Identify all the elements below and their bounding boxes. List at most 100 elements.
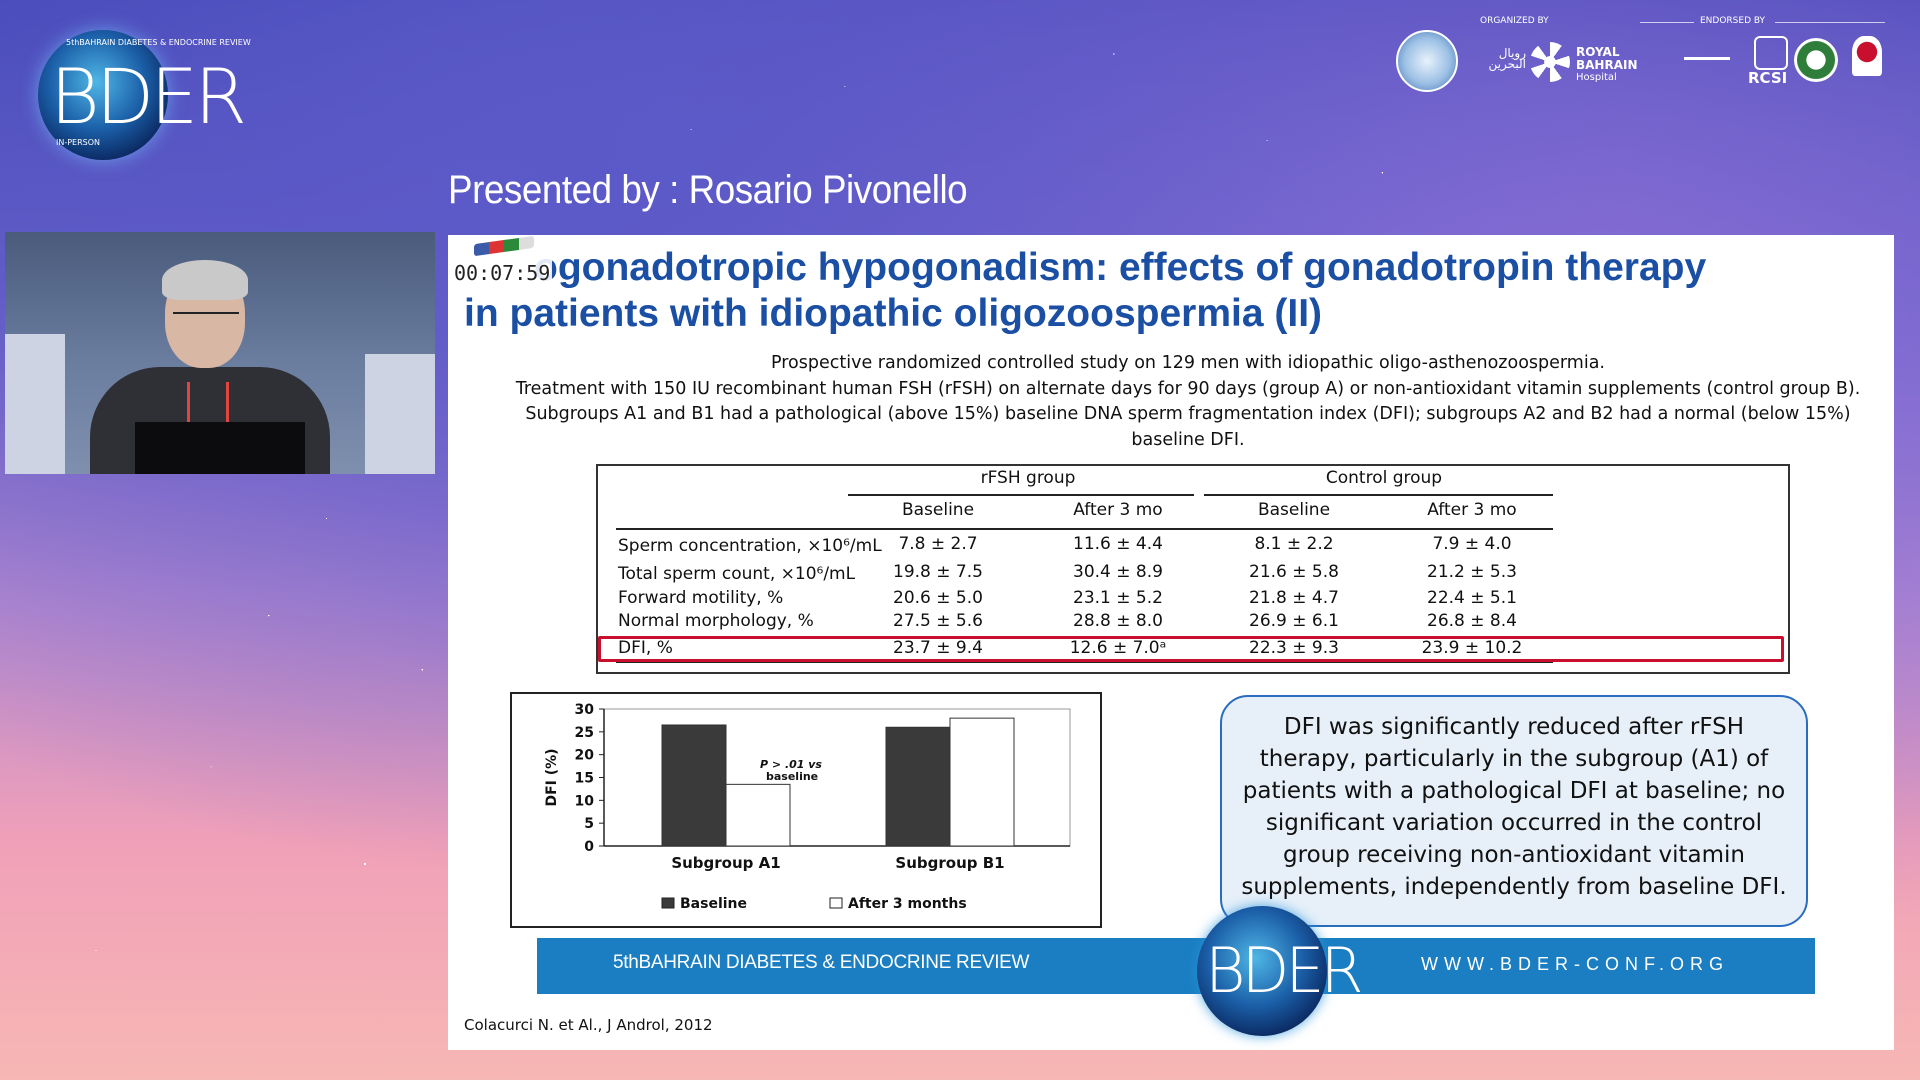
conclusion-callout: DFI was significantly reduced after rFSH… bbox=[1220, 695, 1808, 927]
presentation-slide: ogonadotropic hypogonadism: effects of g… bbox=[448, 235, 1894, 1050]
speaker-webcam-video[interactable] bbox=[5, 232, 435, 474]
chart-category-label: Subgroup A1 bbox=[671, 854, 780, 872]
table-cell: 12.6 ± 7.0ᵃ bbox=[1069, 638, 1167, 658]
logo-main-text: BDER bbox=[50, 52, 247, 141]
medical-seal-icon bbox=[1794, 38, 1838, 82]
rcsi-crest-icon bbox=[1754, 36, 1788, 70]
medical-society-icon bbox=[1852, 36, 1882, 76]
diabetes-society-icon bbox=[1684, 46, 1730, 74]
banner-website[interactable]: WWW.BDER-CONF.ORG bbox=[1421, 954, 1729, 974]
royal-bahrain-line3: Hospital bbox=[1576, 72, 1617, 83]
study-description: Prospective randomized controlled study … bbox=[488, 351, 1888, 453]
table-cell: 26.8 ± 8.4 bbox=[1427, 611, 1517, 631]
logo-bottom-text: IN-PERSON bbox=[56, 138, 101, 147]
speaker-glasses bbox=[173, 312, 239, 328]
table-row-label: Forward motility, % bbox=[618, 588, 784, 608]
organized-by-label: ORGANIZED BY bbox=[1480, 16, 1549, 26]
slide-title-line1: ogonadotropic hypogonadism: effects of g… bbox=[534, 246, 1707, 289]
chart-legend-swatch-baseline bbox=[661, 897, 675, 909]
table-cell: 21.6 ± 5.8 bbox=[1249, 562, 1339, 582]
table-cell: 7.9 ± 4.0 bbox=[1432, 534, 1512, 554]
chart-legend-label: Baseline bbox=[680, 896, 747, 912]
study-line: Treatment with 150 IU recombinant human … bbox=[515, 378, 1861, 399]
dfi-highlight-box bbox=[598, 636, 1784, 662]
logo-top-text: 5thBAHRAIN DIABETES & ENDOCRINE REVIEW bbox=[66, 38, 251, 47]
table-group-rfsh: rFSH group bbox=[980, 468, 1076, 488]
table-bottom-rule bbox=[616, 662, 1553, 663]
table-cell: 21.2 ± 5.3 bbox=[1427, 562, 1517, 582]
background-building-right bbox=[365, 354, 435, 474]
table-header-rule bbox=[616, 528, 1553, 530]
table-group-control-rule bbox=[1204, 494, 1553, 496]
rcsi-label: RCSI bbox=[1748, 69, 1788, 87]
presenter-title: Presented by : Rosario Pivonello bbox=[448, 168, 968, 212]
endorsed-by-label: ENDORSED BY bbox=[1700, 16, 1766, 26]
table-row-label: DFI, % bbox=[618, 638, 673, 658]
study-line: Prospective randomized controlled study … bbox=[771, 353, 1605, 373]
table-cell: 7.8 ± 2.7 bbox=[898, 534, 978, 554]
table-row-label: Total sperm count, ×10⁶/mL bbox=[618, 564, 856, 584]
chart-annotation-line1: P > .01 vs bbox=[760, 758, 822, 771]
table-row-label: Sperm concentration, ×10⁶/mL bbox=[618, 536, 882, 556]
chart-y-tick-label: 5 bbox=[584, 816, 594, 832]
chart-y-tick-label: 10 bbox=[575, 793, 595, 809]
endorsed-line-right bbox=[1775, 22, 1885, 23]
chart-svg: 0 5 10 15 20 25 30 DFI (%) Subgroup A1 Subgroup B… bbox=[544, 702, 1071, 912]
chart-bar-after-3-months bbox=[725, 783, 791, 847]
timer-flag-icon bbox=[474, 235, 534, 257]
sponsor-logos: ORGANIZED BY رويال البحرين ROYAL BAHRAIN… bbox=[1390, 16, 1900, 92]
bder-seal-icon bbox=[1396, 30, 1458, 92]
chart-y-axis-label: DFI (%) bbox=[544, 748, 560, 806]
table-group-rfsh-rule bbox=[848, 494, 1194, 496]
study-line: baseline DFI. bbox=[1131, 429, 1245, 450]
table-cell: 30.4 ± 8.9 bbox=[1073, 562, 1163, 582]
chart-y-tick-label: 25 bbox=[575, 725, 594, 741]
chart-y-tick-label: 15 bbox=[575, 771, 594, 787]
table-group-control: Control group bbox=[1325, 468, 1443, 488]
speaker-hair bbox=[162, 260, 248, 300]
royal-bahrain-line2: BAHRAIN bbox=[1576, 58, 1638, 72]
table-row-label: Normal morphology, % bbox=[618, 611, 814, 631]
chart-bar-baseline bbox=[885, 726, 951, 847]
table-cell: 23.1 ± 5.2 bbox=[1073, 588, 1163, 608]
chart-annotation-line2: baseline bbox=[766, 770, 818, 783]
timer-text: 00:07:59 bbox=[454, 261, 551, 285]
background-building-left bbox=[5, 334, 65, 474]
chart-category-label: Subgroup B1 bbox=[895, 854, 1004, 872]
banner-logo-text: BDER bbox=[1205, 934, 1364, 1007]
chart-legend-swatch-after bbox=[829, 897, 843, 909]
chart-legend-label: After 3 months bbox=[848, 896, 967, 912]
table-cell: 22.4 ± 5.1 bbox=[1427, 588, 1517, 608]
podium-laptop bbox=[135, 422, 305, 474]
table-col-header: Baseline bbox=[901, 500, 975, 520]
study-line: Subgroups A1 and B1 had a pathological (… bbox=[525, 404, 1851, 424]
table-cell: 8.1 ± 2.2 bbox=[1254, 534, 1334, 554]
table-cell: 22.3 ± 9.3 bbox=[1249, 638, 1339, 658]
chart-y-tick-label: 30 bbox=[575, 702, 595, 718]
slide-title: ogonadotropic hypogonadism: effects of g… bbox=[464, 245, 1884, 337]
royal-bahrain-line1: ROYAL bbox=[1576, 45, 1620, 59]
table-cell: 21.8 ± 4.7 bbox=[1249, 588, 1339, 608]
conference-banner: 5thBAHRAIN DIABETES & ENDOCRINE REVIEW B… bbox=[537, 906, 1815, 1036]
table-cell: 20.6 ± 5.0 bbox=[893, 588, 983, 608]
banner-logo-globe: BDER bbox=[1197, 906, 1364, 1036]
arabic-sponsor-text: رويال البحرين bbox=[1488, 46, 1526, 71]
table-cell: 27.5 ± 5.6 bbox=[893, 611, 983, 631]
table-cell: 23.9 ± 10.2 bbox=[1421, 638, 1523, 658]
chart-y-tick-label: 0 bbox=[584, 839, 594, 855]
table-col-header: After 3 mo bbox=[1073, 500, 1163, 520]
results-table: rFSH group Control group Baseline After … bbox=[596, 464, 1790, 674]
logo-globe bbox=[38, 30, 168, 160]
citation: Colacurci N. et Al., J Androl, 2012 bbox=[464, 1016, 713, 1034]
chart-bar-after-3-months bbox=[949, 717, 1015, 847]
dfi-bar-chart: 0 5 10 15 20 25 30 DFI (%) Subgroup A1 Subgroup B… bbox=[510, 692, 1102, 928]
table-cell: 19.8 ± 7.5 bbox=[893, 562, 983, 582]
table-cell: 11.6 ± 4.4 bbox=[1073, 534, 1163, 554]
slide-timer: 00:07:59 bbox=[448, 235, 552, 289]
chart-bar-baseline bbox=[661, 724, 727, 847]
table-cell: 26.9 ± 6.1 bbox=[1249, 611, 1339, 631]
table-col-header: After 3 mo bbox=[1427, 500, 1517, 520]
banner-conference-name: 5thBAHRAIN DIABETES & ENDOCRINE REVIEW bbox=[613, 952, 1030, 973]
table-cell: 23.7 ± 9.4 bbox=[893, 638, 983, 658]
table-col-header: Baseline bbox=[1257, 500, 1331, 520]
